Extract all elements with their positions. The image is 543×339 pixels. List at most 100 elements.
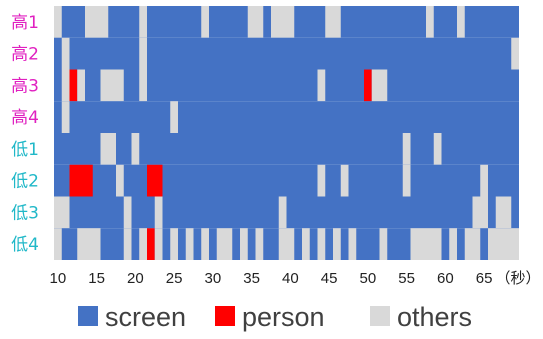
timeline-segment-others: [61, 101, 70, 133]
timeline-segment-others: [480, 164, 488, 197]
x-tick-label: 10: [50, 270, 67, 287]
timeline-segment-person: [69, 69, 78, 102]
timeline-segment-person: [147, 228, 155, 260]
timeline-segment-others: [139, 69, 147, 102]
x-axis-unit-label: （秒）: [495, 269, 540, 287]
timeline-segment-others: [154, 228, 163, 260]
x-tick-label: 65: [476, 270, 493, 287]
timeline-segment-others: [54, 6, 62, 38]
timeline-segment-others: [216, 228, 233, 260]
timeline-segment-person: [364, 69, 372, 102]
timeline-row: [54, 196, 519, 229]
x-tick-label: 25: [166, 270, 183, 287]
timeline-segment-others: [511, 37, 519, 70]
timeline-segment-others: [449, 228, 457, 260]
x-tick-label: 15: [88, 270, 105, 287]
timeline-segment-others: [348, 228, 357, 260]
timeline-row: [54, 228, 519, 260]
row-label: 高3: [11, 76, 39, 96]
row-label: 低4: [11, 235, 39, 255]
x-tick-label: 40: [282, 270, 299, 287]
timeline-segment-others: [123, 228, 132, 260]
timeline-segment-others: [123, 196, 132, 229]
timeline-segment-others: [302, 228, 310, 260]
row-labels-layer: 高1 高2 高3 高4 低1 低2 低3 低4: [11, 13, 39, 255]
bars-layer: [54, 6, 519, 260]
timeline-segment-others: [85, 6, 109, 38]
timeline-segment-others: [278, 196, 287, 229]
timeline-segment-others: [185, 228, 194, 260]
timeline-segment-others: [170, 228, 178, 260]
timeline-segment-others: [333, 228, 341, 260]
timeline-row-background: [54, 69, 519, 102]
timeline-segment-others: [247, 6, 264, 38]
timeline-segment-others: [170, 101, 178, 133]
timeline-segment-others: [201, 228, 209, 260]
timeline-segment-others: [379, 228, 388, 260]
timeline-segment-others: [410, 228, 442, 260]
legend: screen person others: [78, 302, 472, 332]
timeline-segment-others: [77, 228, 101, 260]
x-tick-label: 60: [437, 270, 454, 287]
timeline-segment-others: [464, 228, 481, 260]
timeline-segment-others: [278, 228, 295, 260]
timeline-segment-others: [116, 164, 124, 197]
timeline-row: [54, 6, 519, 38]
timeline-row: [54, 37, 519, 70]
timeline-row: [54, 101, 519, 133]
row-label: 低1: [11, 140, 39, 160]
timeline-segment-others: [54, 196, 70, 229]
row-label: 低2: [11, 172, 39, 192]
timeline-segment-others: [154, 196, 163, 229]
legend-swatch-others: [370, 306, 390, 326]
timeline-row-background: [54, 37, 519, 70]
legend-label-others: others: [397, 302, 472, 332]
timeline-segment-others: [488, 228, 519, 260]
row-label: 高4: [11, 108, 39, 128]
timeline-segment-others: [472, 196, 488, 229]
timeline-segment-others: [402, 133, 411, 165]
timeline-segment-others: [131, 133, 140, 165]
timeline-segment-others: [255, 228, 264, 260]
x-tick-label: 30: [205, 270, 222, 287]
legend-label-screen: screen: [105, 302, 186, 332]
row-label: 高2: [11, 45, 39, 65]
x-axis-ticks: 10 15 20 25 30 35 40 45 50 55 60 65 （秒）: [50, 269, 541, 287]
timeline-segment-others: [139, 228, 147, 260]
timeline-segment-others: [77, 69, 85, 102]
timeline-segment-others: [340, 164, 349, 197]
timeline-segment-others: [317, 228, 326, 260]
x-tick-label: 35: [243, 270, 260, 287]
timeline-row: [54, 164, 519, 197]
timeline-segment-others: [457, 6, 465, 38]
timeline-segment-others: [139, 37, 147, 70]
x-tick-label: 50: [360, 270, 377, 287]
timeline-row-background: [54, 101, 519, 133]
row-label: 高1: [11, 13, 39, 33]
timeline-segment-others: [325, 6, 341, 38]
x-tick-label: 55: [398, 270, 415, 287]
timeline-segment-others: [402, 164, 411, 197]
timeline-segment-others: [61, 69, 70, 102]
timeline-segment-others: [371, 69, 388, 102]
timeline-segment-others: [61, 37, 70, 70]
timeline-segment-others: [139, 6, 147, 38]
legend-swatch-person: [215, 306, 235, 326]
timeline-segment-others: [495, 196, 512, 229]
legend-swatch-screen: [78, 306, 98, 326]
timeline-segment-others: [317, 164, 326, 197]
x-tick-label: 45: [321, 270, 338, 287]
timeline-row: [54, 133, 519, 165]
legend-label-person: person: [242, 302, 325, 332]
timeline-segment-person: [69, 164, 93, 197]
timeline-row: [54, 69, 519, 102]
timeline-segment-others: [317, 69, 326, 102]
timeline-segment-others: [100, 69, 124, 102]
x-tick-label: 20: [127, 270, 144, 287]
timeline-segment-others: [100, 133, 116, 165]
timeline-segment-others: [271, 6, 295, 38]
timeline-segment-others: [54, 228, 62, 260]
timeline-row-background: [54, 133, 519, 165]
timeline-segment-person: [147, 164, 163, 197]
